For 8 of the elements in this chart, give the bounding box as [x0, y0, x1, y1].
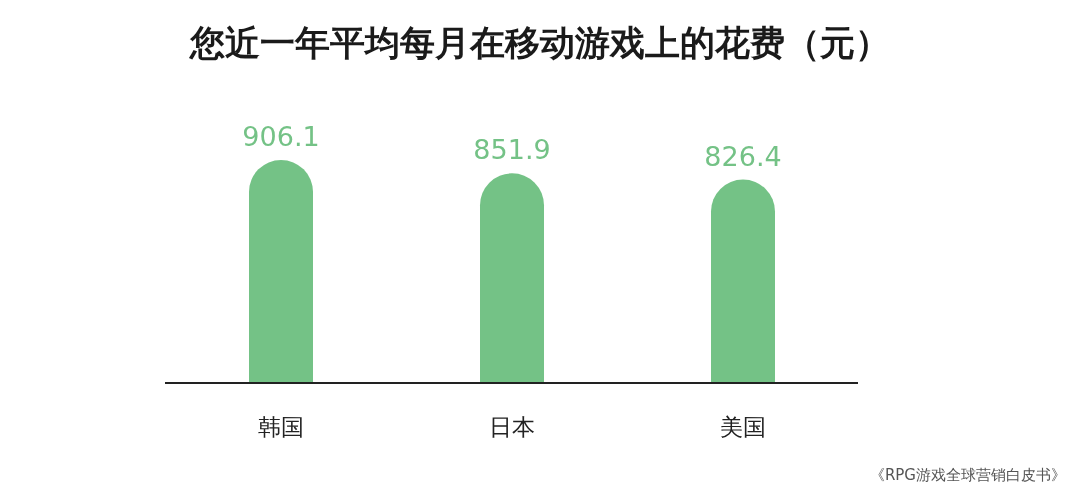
- chart-title: 您近一年平均每月在移动游戏上的花费（元）: [188, 22, 891, 65]
- data-label: 851.9: [473, 134, 551, 166]
- data-label: 826.4: [704, 140, 782, 172]
- x-tick-label: 日本: [488, 414, 535, 441]
- text: 《RPG游戏全球营销白皮书》: [869, 466, 1066, 485]
- x-tick-label: 美国: [719, 414, 766, 441]
- x-tick-label: 韩国: [257, 414, 304, 441]
- data-label: 906.1: [242, 121, 320, 152]
